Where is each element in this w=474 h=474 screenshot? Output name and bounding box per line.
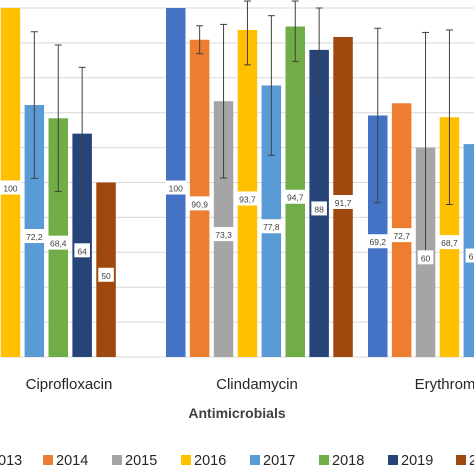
data-label-text: 77,8 xyxy=(263,222,280,232)
data-label: 100 xyxy=(165,180,187,195)
data-label: 50 xyxy=(98,267,114,282)
data-label-box xyxy=(210,227,237,242)
data-label: 68,7 xyxy=(436,235,463,250)
legend-label-2019: 2019 xyxy=(401,453,433,469)
legend-swatch-2019 xyxy=(388,455,398,465)
data-label: 72,2 xyxy=(21,229,48,244)
legend-swatch-2014 xyxy=(43,455,53,465)
legend-label-2014: 2014 xyxy=(56,453,88,469)
data-label-text: 69,2 xyxy=(369,237,386,247)
legend-label-2015: 2015 xyxy=(125,453,157,469)
data-label-box xyxy=(186,196,213,211)
data-label-box xyxy=(98,267,114,282)
data-label-text: 100 xyxy=(3,184,17,194)
data-label: 61 xyxy=(465,248,474,263)
data-label: 88 xyxy=(311,201,327,216)
data-label-box xyxy=(388,228,415,243)
data-label: 77,8 xyxy=(258,219,285,234)
data-label-box xyxy=(465,248,474,263)
data-label: 94,7 xyxy=(282,189,309,204)
data-label: 100 xyxy=(0,180,21,195)
x-tick-label: Clindamycin xyxy=(216,376,298,393)
data-label-text: 60 xyxy=(421,253,431,263)
error-bars-layer xyxy=(30,0,453,264)
data-label-box xyxy=(436,235,463,250)
data-label-text: 90,9 xyxy=(191,199,208,209)
legend-swatch-2017 xyxy=(250,455,260,465)
data-label: 60 xyxy=(417,250,434,265)
data-label: 69,2 xyxy=(364,234,391,249)
legend-swatch-2016 xyxy=(181,455,191,465)
data-label-box xyxy=(329,194,357,209)
x-tick-labels: Ciprofloxacin Clindamycin Erythrom xyxy=(26,376,474,393)
legend-label-2013: 013 xyxy=(0,453,22,469)
legend-swatch-2015 xyxy=(112,455,122,465)
data-label: 93,7 xyxy=(234,191,261,206)
data-label: 73,3 xyxy=(210,227,237,242)
legend-swatch-2020 xyxy=(456,455,466,465)
legend-label-2016: 2016 xyxy=(194,453,226,469)
data-label: 90,9 xyxy=(186,196,213,211)
data-label: 68,4 xyxy=(45,235,72,250)
data-label-box xyxy=(258,219,285,234)
data-label-text: 73,3 xyxy=(215,230,232,240)
data-label-text: 94,7 xyxy=(287,193,304,203)
legend-swatch-2018 xyxy=(319,455,329,465)
legend: 013 2014 2015 2016 2017 2018 2019 20 xyxy=(0,453,474,469)
data-label-text: 72,2 xyxy=(26,232,43,242)
data-label-text: 68,7 xyxy=(441,238,458,248)
data-label: 91,7 xyxy=(329,194,357,209)
legend-label-2017: 2017 xyxy=(263,453,295,469)
data-label: 64 xyxy=(74,243,90,258)
data-label-text: 93,7 xyxy=(239,194,256,204)
x-tick-label: Ciprofloxacin xyxy=(26,376,113,393)
x-tick-label: Erythrom xyxy=(415,376,474,393)
data-label-text: 61 xyxy=(469,252,474,262)
data-labels-layer: 10069,290,972,793,373,36010093,768,772,2… xyxy=(0,180,474,282)
data-label-text: 72,7 xyxy=(393,231,410,241)
data-label-text: 68,4 xyxy=(50,239,67,249)
data-label-box xyxy=(282,189,309,204)
data-label-text: 100 xyxy=(169,184,183,194)
legend-label-2018: 2018 xyxy=(332,453,364,469)
data-label-box xyxy=(74,243,90,258)
data-label-box xyxy=(234,191,261,206)
data-label: 72,7 xyxy=(388,228,415,243)
x-axis-title: Antimicrobials xyxy=(188,405,285,421)
legend-label-2020: 20 xyxy=(469,453,474,469)
data-label-text: 64 xyxy=(77,246,87,256)
data-label-text: 91,7 xyxy=(335,198,352,208)
data-label-text: 50 xyxy=(101,271,111,281)
data-label-box xyxy=(364,234,391,249)
data-label-text: 88 xyxy=(314,204,324,214)
data-label-box xyxy=(311,201,327,216)
data-label-box xyxy=(45,235,72,250)
data-label-box xyxy=(417,250,434,265)
data-label-box xyxy=(165,180,187,195)
data-label-box xyxy=(21,229,48,244)
data-label-box xyxy=(0,180,21,195)
